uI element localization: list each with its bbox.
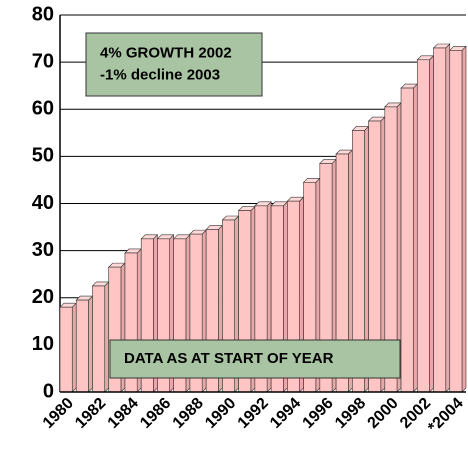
bar-side xyxy=(104,281,110,393)
bar-side xyxy=(461,45,467,393)
annotation-box xyxy=(85,32,263,97)
bar xyxy=(416,59,430,393)
y-tick-label: 30 xyxy=(32,239,54,261)
x-tick-label: 1994 xyxy=(267,395,304,432)
bar-side xyxy=(445,43,451,393)
y-tick-label: 0 xyxy=(43,380,54,402)
x-tick-label: 1996 xyxy=(300,395,337,432)
y-tick-label: 60 xyxy=(32,98,54,120)
x-tick-label: 1984 xyxy=(105,395,142,432)
y-tick-label: 80 xyxy=(32,3,54,25)
bar xyxy=(433,47,447,393)
annotation-text: DATA AS AT START OF YEAR xyxy=(124,350,334,367)
bar xyxy=(400,87,414,393)
y-tick-label: 50 xyxy=(32,145,54,167)
bar xyxy=(449,50,463,393)
x-tick-label: *2004 xyxy=(425,395,467,437)
x-tick-label: 1988 xyxy=(170,395,207,432)
x-tick-label: 1986 xyxy=(137,395,174,432)
y-tick-label: 10 xyxy=(32,333,54,355)
x-tick-label: 1992 xyxy=(235,395,272,432)
bar xyxy=(59,306,73,393)
bar-side xyxy=(429,55,434,393)
x-tick-label: 1990 xyxy=(202,395,239,432)
bar-side xyxy=(88,295,93,393)
annotation-text: 4% GROWTH 2002 xyxy=(100,44,232,61)
x-tick-label: 1998 xyxy=(332,395,369,432)
y-tick-label: 20 xyxy=(32,286,54,308)
annotation-text: -1% decline 2003 xyxy=(100,66,220,83)
y-tick-label: 40 xyxy=(32,192,54,214)
x-tick-label: 2000 xyxy=(365,395,402,432)
y-tick-label: 70 xyxy=(32,50,54,72)
bar-side xyxy=(71,302,77,393)
x-tick-label: 1982 xyxy=(72,395,109,432)
bar-side xyxy=(412,83,418,393)
bar xyxy=(92,285,106,393)
bar xyxy=(75,299,89,393)
annotation-box xyxy=(109,339,401,379)
